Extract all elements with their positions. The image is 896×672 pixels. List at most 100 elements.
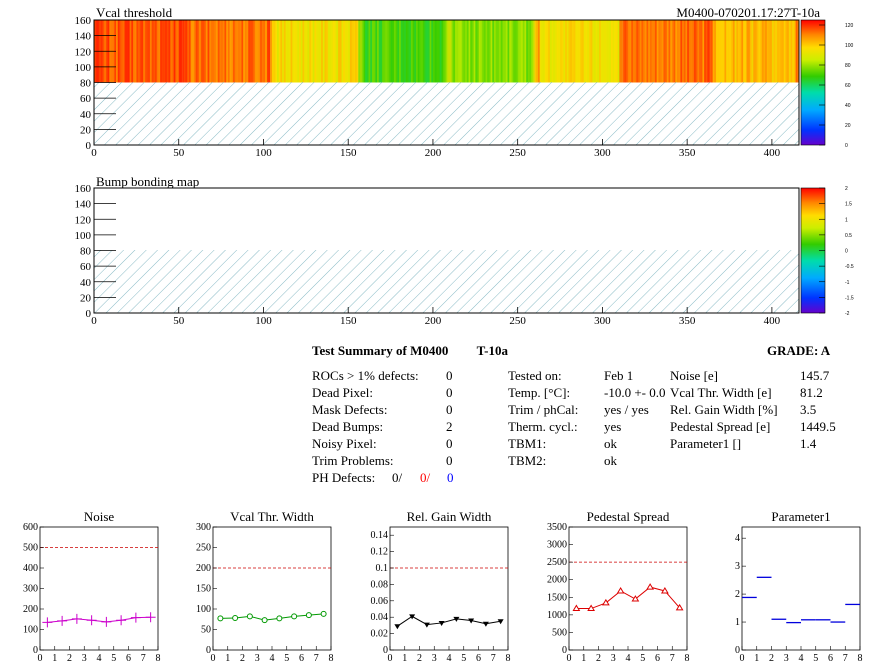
pixel-column (365, 20, 368, 83)
pixel-column (785, 20, 788, 83)
pixel-column (331, 20, 334, 83)
data-point (631, 595, 640, 602)
pixel-column (260, 20, 262, 83)
pixel-column (477, 20, 479, 83)
pixel-column (466, 20, 469, 83)
y-tick-label: 120 (75, 214, 92, 226)
pixel-column (487, 20, 490, 83)
pixel-column (402, 20, 405, 83)
chart-title: Parameter1 (771, 509, 830, 524)
pixel-column (304, 20, 307, 83)
pixel-column (627, 20, 630, 83)
pixel-column (305, 20, 308, 83)
pixel-column (700, 20, 703, 83)
pixel-column (497, 20, 500, 83)
defect-row-label: Dead Bumps: (312, 419, 384, 434)
defect-row-value: 0 (446, 385, 453, 400)
pixel-column (385, 20, 388, 83)
pixel-column (782, 20, 784, 83)
palette-tick-label: 2 (845, 186, 848, 192)
pixel-column (638, 20, 640, 83)
pixel-column (275, 20, 278, 83)
pixel-column (682, 20, 684, 83)
data-point (423, 622, 430, 628)
pixel-column (375, 20, 378, 83)
pixel-column (165, 20, 168, 83)
palette-tick-label: 0 (845, 143, 848, 149)
pixel-column (210, 20, 213, 83)
y-tick-label: 3500 (547, 522, 567, 533)
pixel-column (146, 20, 149, 83)
pixel-column (470, 20, 473, 83)
pixel-column (692, 20, 695, 83)
pixel-column (309, 20, 312, 83)
x-tick-label: 6 (828, 653, 833, 664)
series-line (576, 586, 681, 610)
pixel-column (424, 20, 427, 83)
x-tick-label: 250 (509, 315, 526, 327)
pixel-column (163, 20, 166, 83)
pixel-column (727, 20, 730, 83)
x-tick-label: 400 (764, 315, 781, 327)
pixel-column (409, 20, 412, 83)
pixel-column (797, 20, 800, 83)
y-tick-label: 20 (80, 124, 92, 136)
data-point (394, 624, 401, 630)
condition-row-value: ok (604, 453, 617, 468)
grade-label: GRADE: A (767, 343, 831, 358)
pixel-column (232, 20, 235, 83)
pixel-column (641, 20, 644, 83)
result-row-label: Noise [e] (670, 368, 719, 383)
series-line (397, 615, 501, 627)
x-tick-label: 200 (425, 315, 442, 327)
defect-row-label: Dead Pixel: (312, 385, 374, 400)
pixel-column (766, 20, 769, 83)
pixel-column (685, 20, 688, 83)
data-point (675, 603, 684, 611)
pixel-column (519, 20, 522, 83)
pixel-column (339, 20, 342, 83)
pixel-column (227, 20, 230, 83)
pixel-column (770, 20, 773, 83)
data-point (291, 613, 298, 620)
pixel-column (299, 20, 301, 83)
pixel-column (380, 20, 383, 83)
pixel-column (373, 20, 376, 83)
defect-row-label: Noisy Pixel: (312, 436, 377, 451)
pixel-column (576, 20, 579, 83)
pixel-column (302, 20, 305, 83)
threshold-map-palette-ticks: 0 20 40 60 80 100 120 (819, 23, 854, 149)
data-point (305, 612, 312, 619)
chart-frame (568, 526, 688, 651)
pixel-column (471, 20, 474, 83)
pixel-column (570, 20, 573, 83)
x-tick-label: 8 (156, 653, 161, 664)
pixel-column (155, 20, 157, 83)
pixel-column (607, 20, 610, 83)
pixel-column (754, 20, 757, 83)
pixel-column (263, 20, 266, 83)
pixel-column (231, 20, 234, 83)
y-tick-label: 160 (75, 15, 92, 27)
y-tick-label: 140 (75, 31, 92, 43)
x-tick-label: 3 (255, 653, 260, 664)
pixel-column (314, 20, 317, 83)
x-tick-label: 3 (611, 653, 616, 664)
x-tick-label: 4 (626, 653, 631, 664)
pixel-column (632, 20, 635, 83)
pixel-column (268, 20, 271, 83)
pixel-column (224, 20, 227, 83)
result-row-value: 1.4 (800, 436, 817, 451)
pixel-column (468, 20, 471, 83)
data-point (660, 586, 669, 594)
pixel-column (361, 20, 364, 83)
condition-row-label: TBM2: (508, 453, 547, 468)
pixel-column (724, 20, 727, 83)
pixel-column (646, 20, 649, 83)
pixel-column (707, 20, 710, 83)
pixel-column (736, 20, 739, 83)
pixel-column (156, 20, 159, 83)
pixel-column (404, 20, 407, 83)
pixel-column (270, 20, 273, 83)
x-tick-label: 4 (97, 653, 102, 664)
